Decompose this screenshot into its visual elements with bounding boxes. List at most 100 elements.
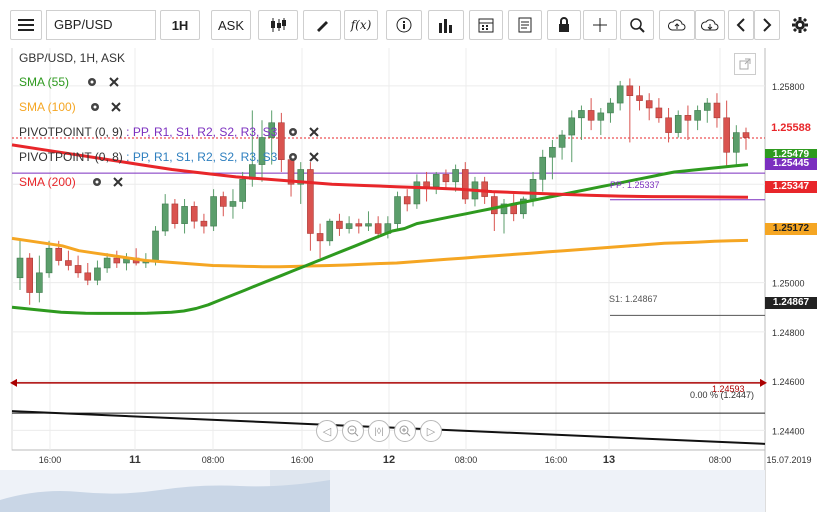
close-icon[interactable] [308, 126, 320, 138]
red-line-arrow-right [760, 378, 767, 387]
info-icon [396, 17, 412, 33]
price-side-button[interactable]: ASK [211, 10, 251, 40]
crosshair-button[interactable] [583, 10, 617, 40]
next-button[interactable] [754, 10, 780, 40]
candle-body [181, 206, 188, 224]
timeframe-button[interactable]: 1H [160, 10, 200, 40]
info-button[interactable] [386, 10, 422, 40]
x-tick-label: 16:00 [39, 455, 62, 465]
close-icon[interactable] [110, 101, 122, 113]
candle-body [200, 220, 208, 227]
download-button[interactable] [695, 10, 725, 40]
legend-sma200[interactable]: SMA (200) [19, 175, 124, 189]
gear-icon[interactable] [287, 126, 299, 138]
candle-body [394, 196, 401, 224]
close-icon[interactable] [308, 151, 320, 163]
candle-body [636, 95, 643, 101]
gear-icon [792, 17, 808, 33]
news-button[interactable] [508, 10, 542, 40]
sma100-label: SMA (100) [19, 100, 76, 114]
zoom-out-button[interactable] [342, 420, 364, 442]
legend-pivot2[interactable]: PIVOTPOINT (0, 8) : PP, R1, S1, R2, S2, … [19, 150, 320, 164]
chevron-right-icon [763, 18, 772, 32]
s1-line-label: S1: 1.24867 [609, 294, 658, 304]
candle-body [374, 223, 382, 234]
candle-body [210, 196, 217, 227]
calendar-button[interactable] [469, 10, 503, 40]
candle-body [645, 100, 653, 109]
x-tick-label: 15.07.2019 [766, 455, 811, 465]
lock-button[interactable] [547, 10, 581, 40]
zoom-in-button[interactable] [394, 420, 416, 442]
red-line-arrow-left [10, 378, 17, 387]
x-tick-label: 08:00 [455, 455, 478, 465]
scroll-left-button[interactable]: ◁ [316, 420, 338, 442]
menu-button[interactable] [10, 10, 42, 40]
candle-body [74, 265, 82, 274]
calendar-icon [478, 18, 494, 33]
price-side-label: ASK [217, 17, 244, 33]
sma200-line [11, 143, 749, 199]
gear-icon[interactable] [91, 176, 103, 188]
volume-button[interactable] [428, 10, 464, 40]
x-tick-label: 11 [129, 454, 141, 466]
candle-body [684, 115, 692, 121]
candle-body [549, 147, 556, 158]
candle-body [403, 196, 411, 205]
candle-body [587, 110, 595, 121]
settings-button[interactable] [786, 10, 814, 40]
prev-button[interactable] [728, 10, 754, 40]
legend-title: GBP/USD, 1H, ASK [19, 51, 126, 65]
candle-body [423, 181, 430, 188]
candle-body [558, 134, 566, 148]
candle-body [239, 179, 246, 202]
candle-body [452, 169, 459, 183]
close-icon[interactable] [112, 176, 124, 188]
candle-body [84, 272, 92, 281]
scroll-right-button[interactable]: ▷ [420, 420, 442, 442]
gear-icon[interactable] [86, 76, 98, 88]
candle-body [461, 169, 469, 200]
fib-line-label: 0.00 % (1.2447) [690, 390, 755, 400]
candle-body [520, 198, 527, 215]
zoom-button[interactable] [620, 10, 654, 40]
gear-icon[interactable] [287, 151, 299, 163]
candle-body [336, 220, 343, 229]
symbol-input[interactable]: GBP/USD [46, 10, 156, 40]
reset-button[interactable]: |◊| [368, 420, 390, 442]
candle-body [219, 196, 227, 207]
x-tick-label: 16:00 [545, 455, 568, 465]
legend-pivot1[interactable]: PIVOTPOINT (0, 9) : PP, R1, S1, R2, S2, … [19, 125, 320, 139]
close-icon[interactable] [108, 76, 120, 88]
upload-button[interactable] [659, 10, 695, 40]
x-tick-label: 16:00 [291, 455, 314, 465]
pp-line-label: PP: 1.25337 [610, 180, 660, 190]
candle-body [65, 260, 72, 266]
candle-body [665, 117, 672, 133]
pivot1-levels: : PP, R1, S1, R2, S2, R3, S3 [126, 125, 278, 139]
pivot2-label: PIVOTPOINT (0, 8) [19, 150, 123, 164]
draw-button[interactable] [303, 10, 341, 40]
candle-body [626, 85, 634, 96]
zoom-in-icon [399, 425, 411, 437]
sma200-label: SMA (200) [19, 175, 76, 189]
gear-icon[interactable] [89, 101, 101, 113]
candle-body [529, 179, 537, 200]
candle-body [268, 122, 275, 138]
y-tick-label: 1.24400 [772, 426, 805, 436]
pivot1-label: PIVOTPOINT (0, 9) [19, 125, 123, 139]
candle-body [413, 181, 421, 205]
chart-type-button[interactable] [258, 10, 298, 40]
legend-sma100[interactable]: SMA (100) [19, 100, 122, 114]
red-line-label: 1.24593 [712, 384, 745, 394]
legend-sma55[interactable]: SMA (55) [19, 75, 120, 89]
candle-body [326, 220, 334, 242]
candle-body [578, 110, 585, 119]
expand-button[interactable] [734, 53, 756, 75]
indicators-button[interactable]: f(x) [344, 10, 378, 40]
document-icon [518, 17, 532, 33]
y-tick-label: 1.24800 [772, 328, 805, 338]
price-tag-pivot: 1.25445 [765, 158, 817, 170]
candle-body [190, 206, 198, 222]
candle-body [171, 203, 179, 224]
